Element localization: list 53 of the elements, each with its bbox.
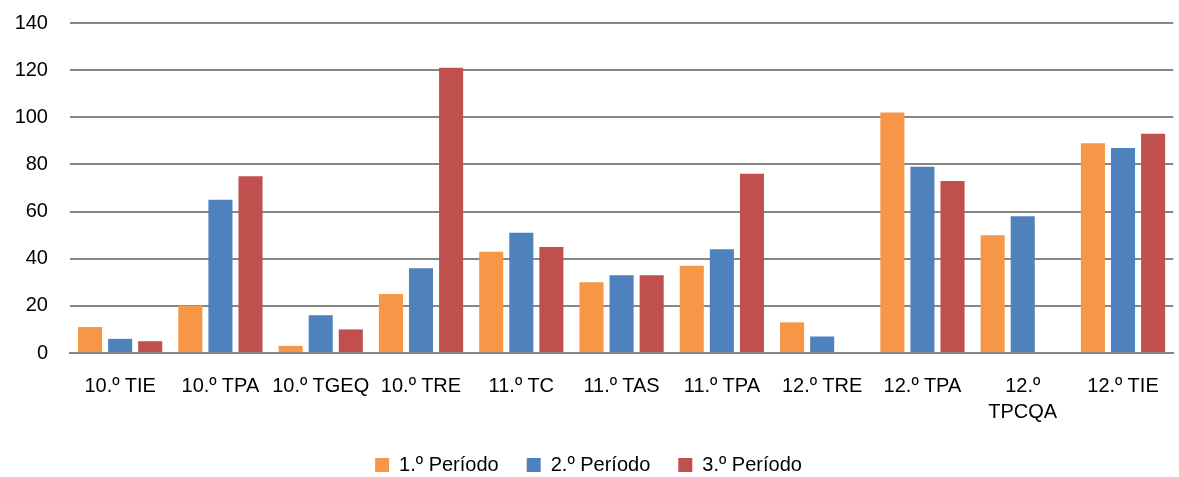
y-tick-label: 120 (14, 57, 48, 80)
bar (980, 235, 1005, 352)
y-tick-label: 100 (14, 104, 48, 127)
bar (108, 338, 133, 352)
legend-label: 2.º Período (550, 452, 651, 475)
bar (208, 199, 233, 352)
bar (639, 275, 664, 352)
bar (579, 282, 604, 352)
bar (880, 112, 905, 352)
bar (338, 329, 363, 352)
bar (739, 173, 764, 352)
y-tick-label: 0 (36, 340, 48, 363)
x-tick-label: 12.º TRE (782, 373, 863, 396)
x-tick-label: 10.º TRE (380, 373, 462, 396)
bar (479, 251, 504, 352)
legend-label: 3.º Período (702, 452, 802, 475)
bar (278, 345, 303, 352)
bar (1141, 133, 1166, 352)
bar (709, 249, 734, 352)
x-tick-label: 11.º TPA (683, 373, 761, 396)
bar (308, 315, 333, 352)
y-tick-label: 60 (25, 199, 48, 222)
y-tick-label: 40 (25, 246, 48, 269)
y-tick-label: 80 (25, 151, 48, 174)
x-tick-label: 10.º TIE (84, 373, 156, 396)
bar (780, 322, 805, 352)
bar (1110, 147, 1136, 352)
bar (1080, 143, 1105, 352)
bar (940, 180, 965, 352)
y-tick-label: 20 (25, 293, 48, 316)
legend-label: 1.º Período (399, 452, 499, 475)
bar (509, 232, 534, 352)
x-tick-label: 11.º TAS (583, 373, 660, 396)
x-tick-label: 11.º TC (488, 373, 555, 396)
bar (910, 166, 935, 352)
x-tick-label: 10.º TPA (181, 373, 260, 396)
bar (378, 294, 403, 352)
bar (810, 336, 835, 352)
bar (539, 246, 564, 352)
x-tick-label: 10.º TGEQ (272, 373, 370, 396)
bar (138, 341, 163, 352)
bar (178, 305, 203, 352)
x-tick-label: 12.º TPA (883, 373, 962, 396)
bar (238, 176, 263, 352)
bar (439, 67, 464, 352)
x-tick-label: 12.º TIE (1087, 373, 1159, 396)
x-tick-label: 12.º TPCQA (988, 373, 1058, 422)
bar (408, 268, 434, 352)
bar (78, 327, 103, 352)
bar (609, 275, 634, 352)
bar (1010, 216, 1035, 352)
bar (679, 265, 704, 352)
y-tick-label: 140 (14, 10, 48, 33)
